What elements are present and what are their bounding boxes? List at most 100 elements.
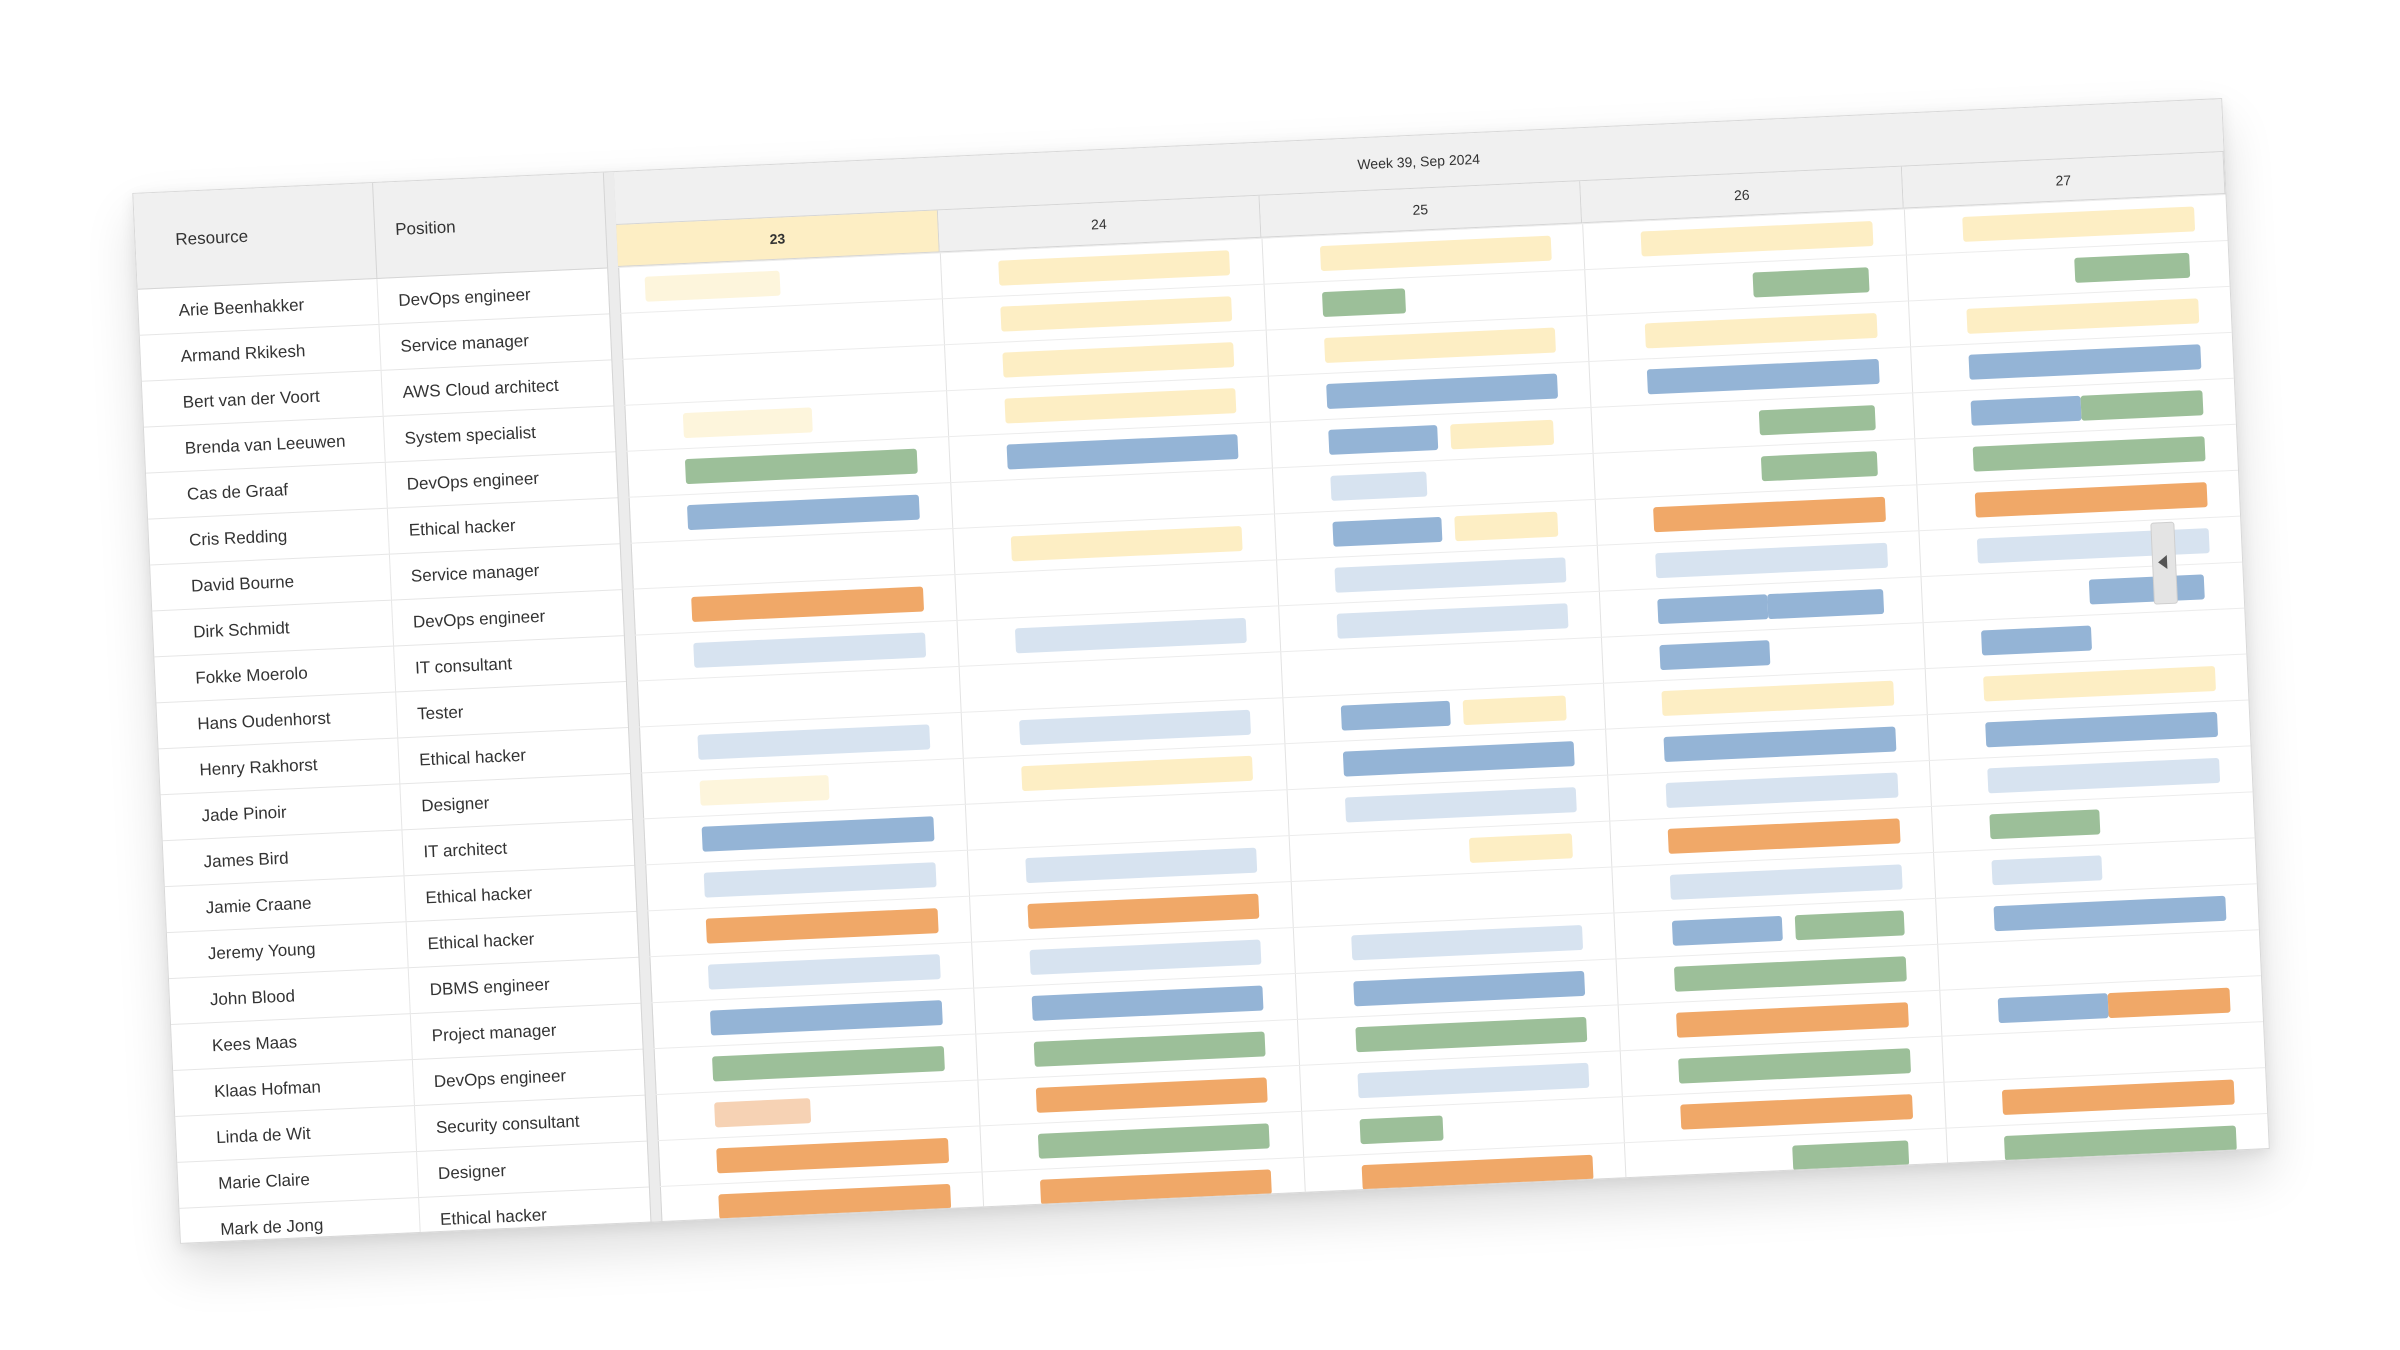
event-bar[interactable]: [1661, 680, 1895, 717]
event-bar[interactable]: [1329, 471, 1428, 501]
event-bar[interactable]: [1323, 327, 1557, 364]
event-bar[interactable]: [2107, 987, 2231, 1019]
event-bar[interactable]: [1321, 288, 1407, 318]
event-bar[interactable]: [1449, 419, 1554, 450]
event-bar[interactable]: [1020, 755, 1254, 792]
event-bar[interactable]: [1794, 910, 1905, 941]
event-bar[interactable]: [1340, 700, 1451, 731]
event-bar[interactable]: [1758, 405, 1876, 436]
event-bar[interactable]: [716, 1137, 949, 1174]
event-bar[interactable]: [1031, 985, 1264, 1021]
event-bar[interactable]: [2079, 390, 2204, 421]
event-bar[interactable]: [1663, 726, 1897, 763]
event-bar[interactable]: [1342, 741, 1575, 777]
event-bar[interactable]: [703, 862, 937, 898]
event-bar[interactable]: [1966, 298, 2200, 334]
event-bar[interactable]: [997, 250, 1231, 286]
event-bar[interactable]: [697, 724, 930, 760]
event-bar[interactable]: [1462, 695, 1567, 726]
event-bar[interactable]: [1668, 818, 1901, 854]
event-bar[interactable]: [2004, 1125, 2237, 1161]
event-bar[interactable]: [1025, 847, 1258, 884]
event-bar[interactable]: [1981, 625, 2092, 656]
event-bar[interactable]: [1647, 358, 1880, 395]
event-bar[interactable]: [1041, 1215, 1275, 1244]
event-bar[interactable]: [1760, 451, 1878, 482]
event-bar[interactable]: [1468, 833, 1573, 863]
position-column-header[interactable]: Position: [394, 217, 457, 240]
event-bar[interactable]: [2006, 1170, 2265, 1207]
event-bar[interactable]: [691, 586, 924, 622]
event-bar[interactable]: [1997, 993, 2109, 1024]
event-bar[interactable]: [1350, 924, 1584, 961]
event-bar[interactable]: [1336, 603, 1569, 639]
resource-column-header[interactable]: Resource: [133, 183, 378, 289]
event-bar[interactable]: [1989, 809, 2100, 840]
event-bar[interactable]: [1356, 1062, 1590, 1099]
event-bar[interactable]: [714, 1098, 812, 1128]
event-bar[interactable]: [701, 816, 935, 852]
event-bar[interactable]: [1678, 1048, 1912, 1084]
event-bar[interactable]: [1331, 516, 1443, 547]
event-bar[interactable]: [1766, 588, 1884, 620]
event-bar[interactable]: [1325, 373, 1559, 409]
event-bar[interactable]: [1672, 915, 1783, 946]
event-bar[interactable]: [1684, 1187, 1892, 1222]
event-bar[interactable]: [1319, 235, 1552, 272]
event-bar[interactable]: [1659, 640, 1771, 671]
event-bar[interactable]: [1674, 956, 1907, 992]
event-bar[interactable]: [644, 270, 781, 302]
event-bar[interactable]: [1645, 312, 1878, 349]
event-bar[interactable]: [705, 908, 939, 944]
event-bar[interactable]: [1640, 221, 1874, 257]
event-bar[interactable]: [1014, 617, 1248, 654]
event-bar[interactable]: [1002, 342, 1235, 378]
event-bar[interactable]: [707, 954, 941, 990]
event-bar[interactable]: [1970, 395, 2082, 426]
event-bar[interactable]: [1983, 665, 2216, 702]
event-bar[interactable]: [2073, 252, 2191, 283]
event-bar[interactable]: [1985, 711, 2218, 748]
event-bar[interactable]: [1991, 855, 2102, 886]
event-bar[interactable]: [718, 1183, 951, 1220]
event-bar[interactable]: [1670, 864, 1903, 900]
event-bar[interactable]: [2088, 574, 2206, 605]
event-bar[interactable]: [1035, 1077, 1269, 1113]
collapse-panel-button[interactable]: [2150, 521, 2178, 605]
event-bar[interactable]: [1791, 1140, 1909, 1171]
event-bar[interactable]: [1657, 594, 1768, 625]
event-bar[interactable]: [1454, 511, 1559, 542]
event-bar[interactable]: [1327, 424, 1439, 455]
event-bar[interactable]: [1000, 296, 1233, 332]
event-bar[interactable]: [1962, 206, 2195, 242]
event-bar[interactable]: [1655, 542, 1889, 579]
event-bar[interactable]: [1680, 1094, 1914, 1130]
event-bar[interactable]: [2001, 1079, 2235, 1116]
event-bar[interactable]: [1004, 388, 1237, 424]
event-bar[interactable]: [711, 1046, 945, 1082]
event-bar[interactable]: [1018, 709, 1252, 746]
event-bar[interactable]: [1037, 1123, 1271, 1159]
event-bar[interactable]: [1029, 939, 1262, 976]
event-bar[interactable]: [1653, 496, 1886, 533]
event-bar[interactable]: [1354, 1016, 1588, 1053]
event-bar[interactable]: [1676, 1002, 1909, 1038]
event-bar[interactable]: [1968, 344, 2202, 380]
event-bar[interactable]: [684, 448, 918, 485]
event-bar[interactable]: [709, 1000, 943, 1036]
event-bar[interactable]: [1361, 1154, 1594, 1191]
event-bar[interactable]: [1359, 1115, 1444, 1145]
event-bar[interactable]: [1344, 787, 1578, 823]
event-bar[interactable]: [1334, 557, 1567, 593]
event-bar[interactable]: [699, 774, 830, 806]
event-bar[interactable]: [1665, 772, 1899, 808]
event-bar[interactable]: [1039, 1169, 1273, 1205]
event-bar[interactable]: [693, 632, 926, 668]
event-bar[interactable]: [720, 1229, 953, 1244]
event-bar[interactable]: [1752, 267, 1870, 298]
event-bar[interactable]: [1974, 482, 2208, 518]
event-bar[interactable]: [686, 494, 920, 531]
event-bar[interactable]: [1010, 525, 1244, 562]
event-bar[interactable]: [1006, 434, 1239, 470]
event-bar[interactable]: [1033, 1031, 1267, 1067]
